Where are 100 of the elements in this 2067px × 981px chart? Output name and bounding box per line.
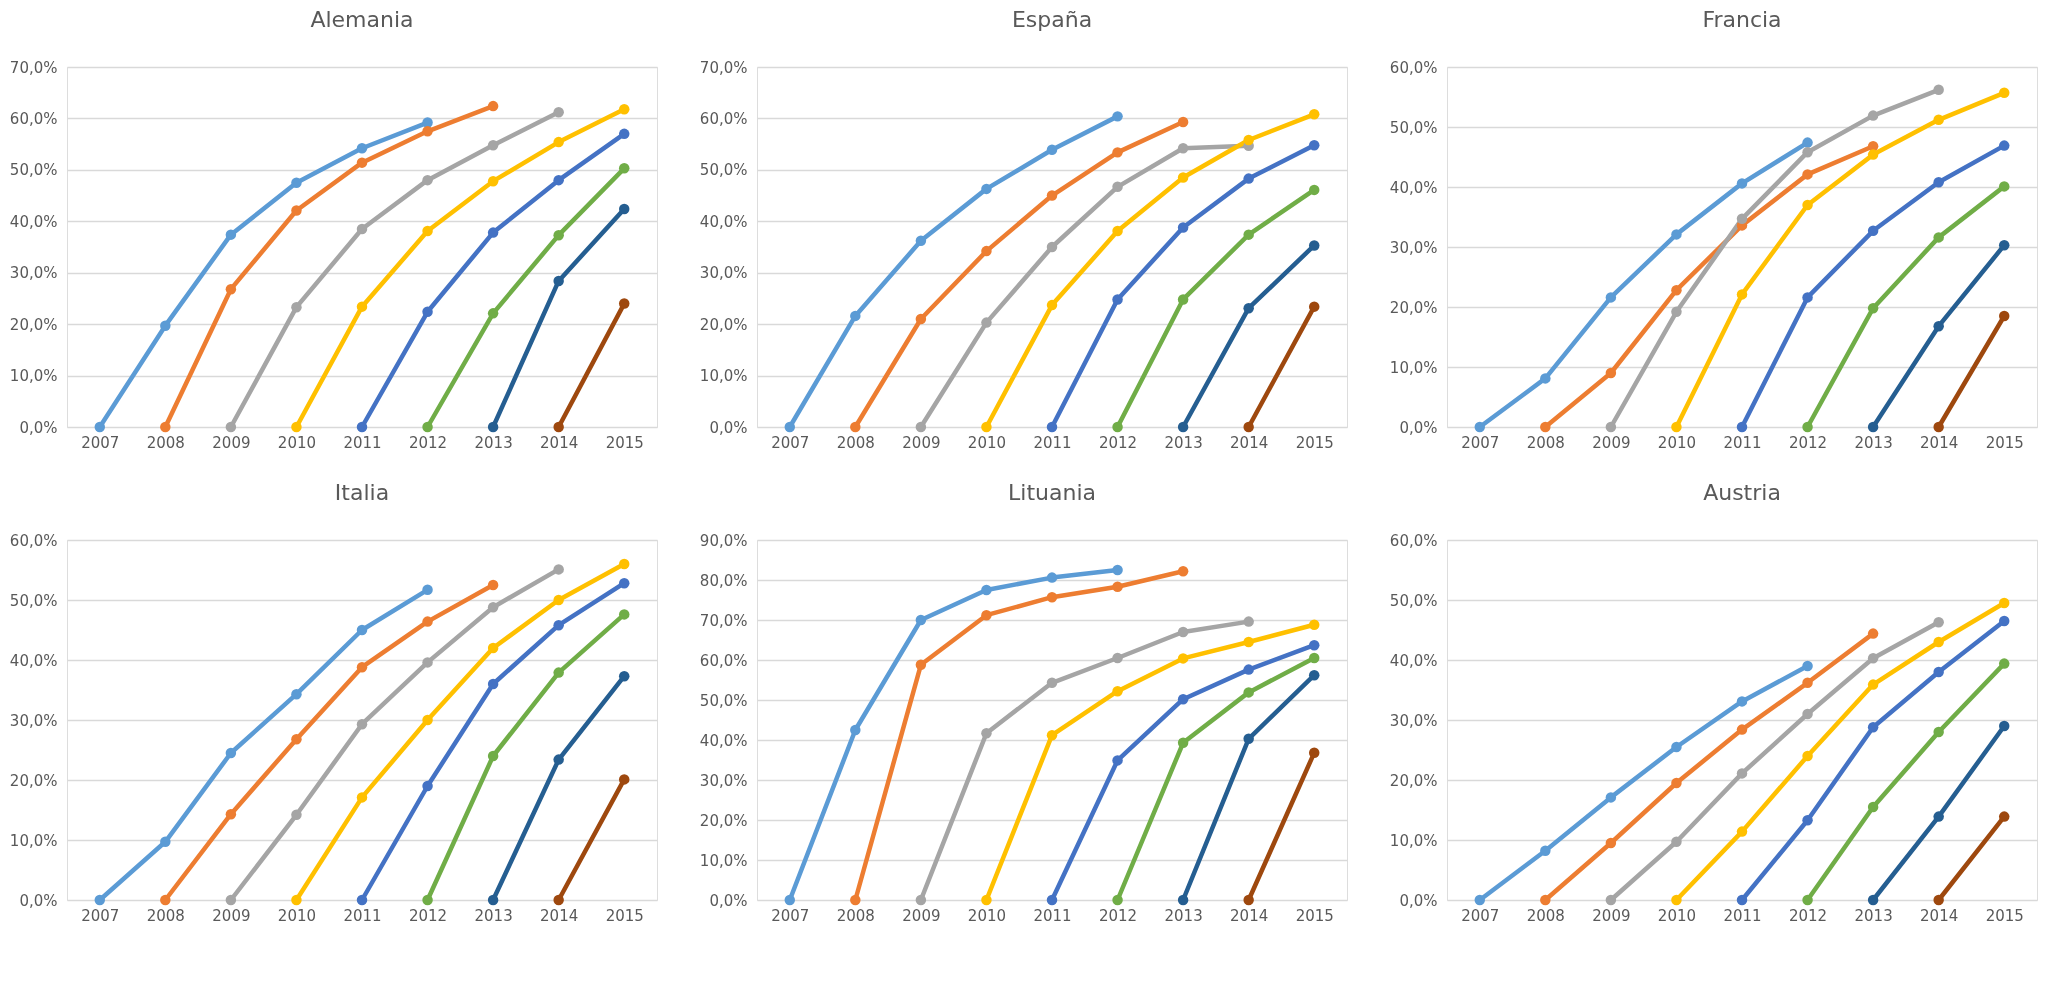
point <box>1308 139 1320 151</box>
y-tick-label: 20,0% <box>699 811 748 830</box>
point <box>850 310 861 322</box>
point <box>356 157 368 168</box>
point <box>1933 421 1944 433</box>
point <box>1933 232 1944 243</box>
point <box>1540 373 1551 384</box>
x-tick-label: 2007 <box>1461 906 1500 925</box>
y-tick-label: 50,0% <box>699 691 748 710</box>
point <box>915 235 927 247</box>
point <box>1112 147 1123 158</box>
y-tick-label: 30,0% <box>9 711 58 730</box>
point <box>553 894 564 906</box>
point <box>1112 564 1123 576</box>
point <box>487 750 499 762</box>
point <box>356 624 368 636</box>
point <box>291 894 302 906</box>
point <box>981 245 992 257</box>
x-tick-label: 2014 <box>1230 433 1269 452</box>
point <box>160 421 171 433</box>
y-tick-label: 30,0% <box>1389 711 1438 730</box>
point <box>618 670 630 682</box>
point <box>1177 421 1189 433</box>
point <box>94 894 106 906</box>
y-tick-label: 20,0% <box>699 315 748 334</box>
point <box>618 163 630 174</box>
point <box>1802 814 1813 826</box>
point <box>1540 845 1551 857</box>
point <box>1933 616 1944 628</box>
chart-title: Francia <box>1702 7 1782 32</box>
point <box>553 421 564 433</box>
point <box>1933 726 1944 738</box>
x-tick-label: 2008 <box>836 906 875 925</box>
point <box>356 143 368 154</box>
point <box>1671 741 1682 753</box>
point <box>1243 134 1254 146</box>
point <box>1177 894 1189 906</box>
point <box>1112 685 1123 697</box>
point <box>553 564 564 575</box>
x-tick-label: 2008 <box>836 433 875 452</box>
point <box>422 894 433 906</box>
point <box>553 667 564 678</box>
x-tick-label: 2010 <box>967 906 1007 925</box>
point <box>1736 724 1748 735</box>
point <box>291 809 302 821</box>
point <box>1867 628 1879 639</box>
point <box>225 229 237 240</box>
point <box>1112 755 1123 766</box>
point <box>1605 894 1617 906</box>
y-tick-label: 20,0% <box>1389 298 1438 317</box>
point <box>915 421 927 433</box>
point <box>1605 421 1617 433</box>
point <box>1243 302 1254 314</box>
x-tick-label: 2011 <box>1033 433 1072 452</box>
point <box>1933 811 1944 822</box>
point <box>1998 239 2010 251</box>
point <box>1671 836 1682 848</box>
point <box>1998 658 2010 669</box>
point <box>1177 172 1189 183</box>
point <box>422 616 433 627</box>
point <box>356 223 368 235</box>
point <box>291 301 302 313</box>
point <box>1112 181 1123 193</box>
point <box>1802 708 1813 720</box>
point <box>1998 310 2010 322</box>
point <box>1802 169 1813 180</box>
point <box>225 747 237 759</box>
point <box>1177 737 1189 749</box>
point <box>422 174 433 186</box>
point <box>618 298 630 309</box>
point <box>1998 720 2010 732</box>
point <box>487 227 499 238</box>
x-tick-label: 2007 <box>1461 433 1500 452</box>
point <box>356 894 368 906</box>
point <box>1867 149 1879 160</box>
point <box>1867 225 1879 237</box>
point <box>1243 421 1254 433</box>
x-tick-label: 2010 <box>277 433 317 452</box>
point <box>291 688 302 700</box>
point <box>850 421 861 433</box>
point <box>1933 894 1944 906</box>
point <box>1933 84 1944 96</box>
point <box>1177 565 1189 577</box>
point <box>1867 894 1879 906</box>
y-tick-label: 0,0% <box>19 418 58 437</box>
y-tick-label: 60,0% <box>9 531 58 550</box>
point <box>1802 137 1813 148</box>
point <box>981 317 992 328</box>
point <box>1112 581 1123 593</box>
point <box>487 100 499 112</box>
x-tick-label: 2015 <box>605 906 644 925</box>
point <box>1933 666 1944 678</box>
point <box>160 836 171 848</box>
y-tick-label: 50,0% <box>699 161 748 180</box>
point <box>1243 664 1254 675</box>
y-tick-label: 70,0% <box>699 58 748 77</box>
point <box>1802 292 1813 303</box>
point <box>1046 190 1058 201</box>
point <box>1308 669 1320 681</box>
x-tick-label: 2007 <box>771 906 810 925</box>
